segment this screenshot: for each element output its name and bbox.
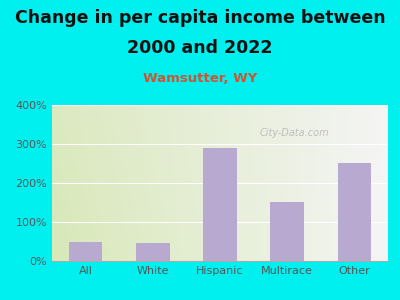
Text: 2000 and 2022: 2000 and 2022 xyxy=(127,39,273,57)
Bar xyxy=(338,163,371,261)
Text: Change in per capita income between: Change in per capita income between xyxy=(15,9,385,27)
Text: Wamsutter, WY: Wamsutter, WY xyxy=(143,72,257,85)
Bar xyxy=(270,202,304,261)
Text: City-Data.com: City-Data.com xyxy=(259,128,329,138)
Bar xyxy=(69,242,102,261)
Bar xyxy=(136,243,170,261)
Bar xyxy=(203,148,237,261)
